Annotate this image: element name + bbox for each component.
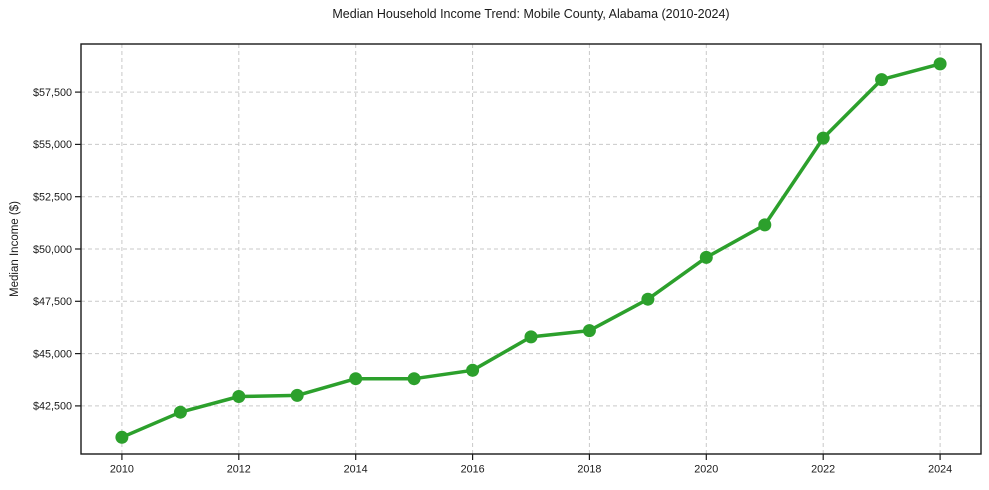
data-point-2014 <box>349 372 363 386</box>
x-tick-label: 2012 <box>227 464 251 476</box>
x-tick-label: 2018 <box>577 464 601 476</box>
y-tick-label: $47,500 <box>33 296 72 308</box>
y-tick-label: $55,000 <box>33 139 72 151</box>
y-tick-label: $45,000 <box>33 348 72 360</box>
x-tick-label: 2020 <box>694 464 718 476</box>
y-tick-label: $52,500 <box>33 192 72 204</box>
data-point-2021 <box>758 218 772 232</box>
y-tick-label: $42,500 <box>33 401 72 413</box>
data-point-2019 <box>641 292 655 306</box>
x-tick-label: 2014 <box>344 464 368 476</box>
data-point-2010 <box>115 430 129 444</box>
data-point-2013 <box>290 388 304 402</box>
plot-frame <box>80 43 982 455</box>
data-point-2020 <box>699 250 713 264</box>
data-point-2015 <box>407 372 421 386</box>
income-trend-line <box>120 62 942 440</box>
chart-title: Median Household Income Trend: Mobile Co… <box>332 7 730 21</box>
x-tick-label: 2010 <box>110 464 134 476</box>
data-point-2011 <box>173 405 187 419</box>
data-point-2018 <box>582 324 596 338</box>
data-point-2023 <box>875 73 889 87</box>
x-tick-label: 2022 <box>811 464 835 476</box>
y-tick-label: $50,000 <box>33 244 72 256</box>
data-point-2024 <box>933 57 947 71</box>
y-tick-label: $57,500 <box>33 87 72 99</box>
x-tick-label: 2024 <box>928 464 952 476</box>
data-point-2012 <box>232 390 246 403</box>
data-point-2017 <box>524 330 538 344</box>
data-point-2022 <box>816 131 830 145</box>
data-point-2016 <box>466 363 480 377</box>
x-tick-label: 2016 <box>461 464 485 476</box>
